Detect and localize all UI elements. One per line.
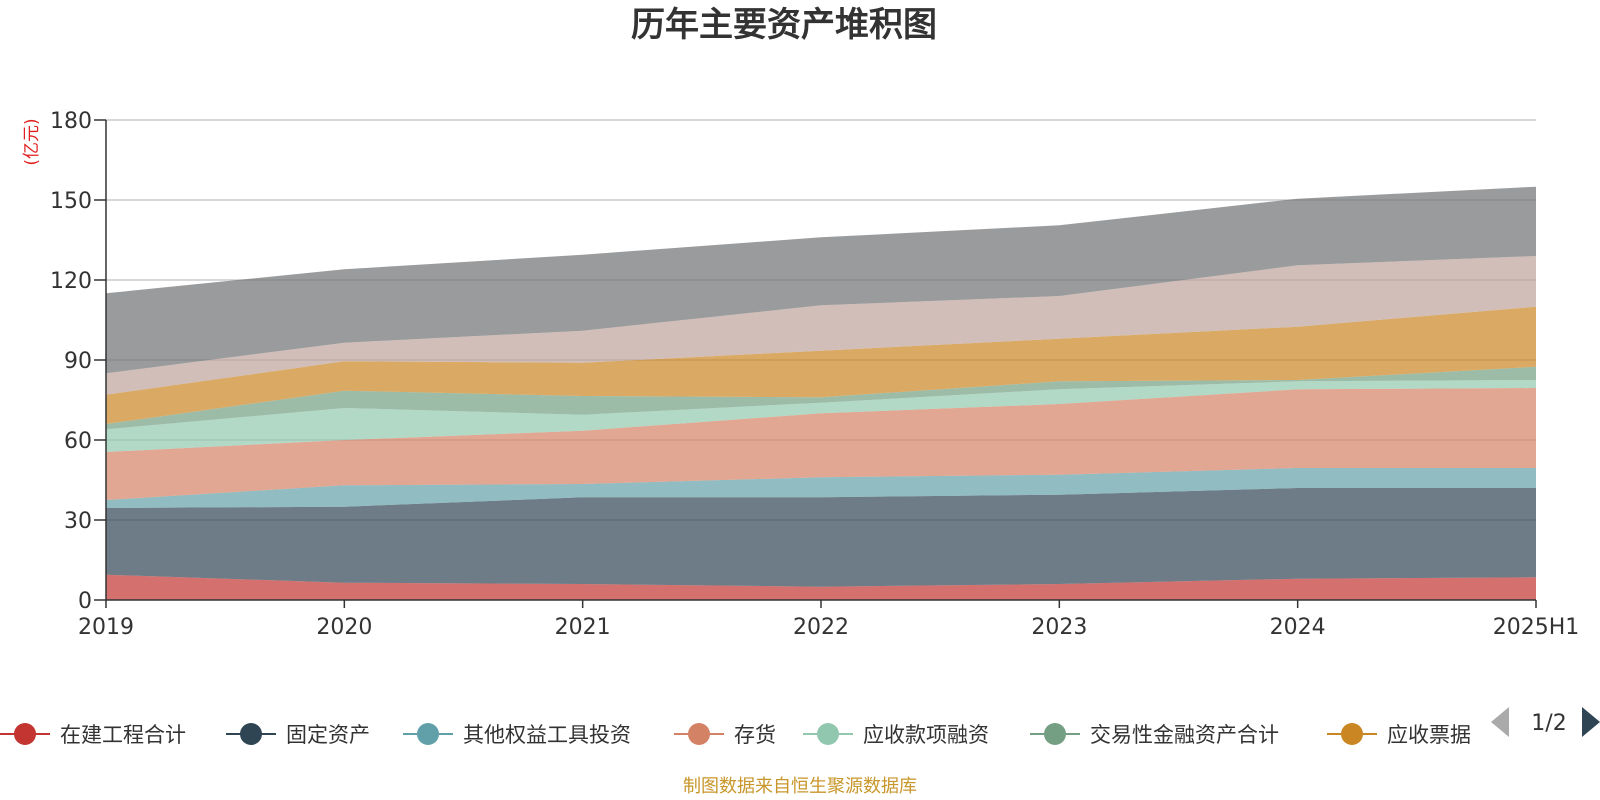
x-axis-tick-label: 2025H1 <box>1493 615 1580 640</box>
legend-marker-dot <box>240 723 262 745</box>
x-axis-tick-label: 2019 <box>78 615 134 640</box>
legend-pager: 1/2 <box>1491 707 1600 737</box>
x-axis-tick-label: 2020 <box>316 615 372 640</box>
legend-label: 交易性金融资产合计 <box>1090 723 1279 747</box>
axes <box>94 119 1537 608</box>
legend-item[interactable]: 固定资产 <box>226 723 370 747</box>
y-axis-tick-label: 0 <box>78 589 92 614</box>
legend-label: 在建工程合计 <box>60 723 186 747</box>
series-area-5 <box>106 380 1536 452</box>
legend-marker-dot <box>1044 723 1066 745</box>
y-axis-tick-label: 90 <box>64 349 92 374</box>
x-axis-tick-label: 2024 <box>1270 615 1326 640</box>
legend-label: 其他权益工具投资 <box>463 723 631 747</box>
legend-marker-dot <box>1341 723 1363 745</box>
x-axis-tick-labels: 2019 2020 2021 2022 2023 2024 2025H1 <box>78 615 1579 640</box>
legend-marker-dot <box>417 723 439 745</box>
x-axis-tick-label: 2021 <box>555 615 611 640</box>
legend-item[interactable]: 存货 <box>674 723 776 747</box>
y-axis-unit-label: (亿元) <box>22 118 42 165</box>
legend-next-page-icon[interactable] <box>1582 707 1600 737</box>
legend-item[interactable]: 交易性金融资产合计 <box>1030 723 1279 747</box>
series-area-9 <box>106 186 1536 374</box>
y-axis-tick-label: 120 <box>50 269 92 294</box>
legend-label: 固定资产 <box>286 723 370 747</box>
x-axis-tick-label: 2022 <box>793 615 849 640</box>
series-area-6 <box>106 366 1536 430</box>
series-area-8 <box>106 256 1536 395</box>
legend-marker-dot <box>688 723 710 745</box>
series-area-4 <box>106 388 1536 500</box>
legend-label: 存货 <box>734 723 776 747</box>
data-source-note: 制图数据来自恒生聚源数据库 <box>683 776 917 797</box>
y-axis-tick-labels: 0 30 60 90 120 150 180 <box>50 109 92 614</box>
legend[interactable]: 在建工程合计 固定资产 其他权益工具投资 存货 应收款项融资 交易性金融资产合计 应收票据 <box>0 723 1471 747</box>
series-area-7 <box>106 306 1536 424</box>
legend-item[interactable]: 应收款项融资 <box>803 723 989 747</box>
y-axis-tick-label: 180 <box>50 109 92 134</box>
x-axis-tick-label: 2023 <box>1031 615 1087 640</box>
legend-label: 应收款项融资 <box>863 723 989 747</box>
series-area-1 <box>106 574 1536 600</box>
legend-page-indicator: 1/2 <box>1531 711 1566 736</box>
legend-marker-dot <box>817 723 839 745</box>
chart-title: 历年主要资产堆积图 <box>631 5 937 45</box>
series-area-2 <box>106 488 1536 587</box>
legend-item[interactable]: 应收票据 <box>1327 723 1471 747</box>
legend-item[interactable]: 在建工程合计 <box>0 723 186 747</box>
legend-prev-page-icon[interactable] <box>1491 707 1509 737</box>
legend-item[interactable]: 其他权益工具投资 <box>403 723 631 747</box>
legend-marker-dot <box>14 723 36 745</box>
legend-label: 应收票据 <box>1387 723 1471 747</box>
y-axis-tick-label: 30 <box>64 509 92 534</box>
series-area-3 <box>106 468 1536 508</box>
series-areas <box>106 186 1536 600</box>
y-axis-tick-label: 60 <box>64 429 92 454</box>
y-axis-tick-label: 150 <box>50 189 92 214</box>
